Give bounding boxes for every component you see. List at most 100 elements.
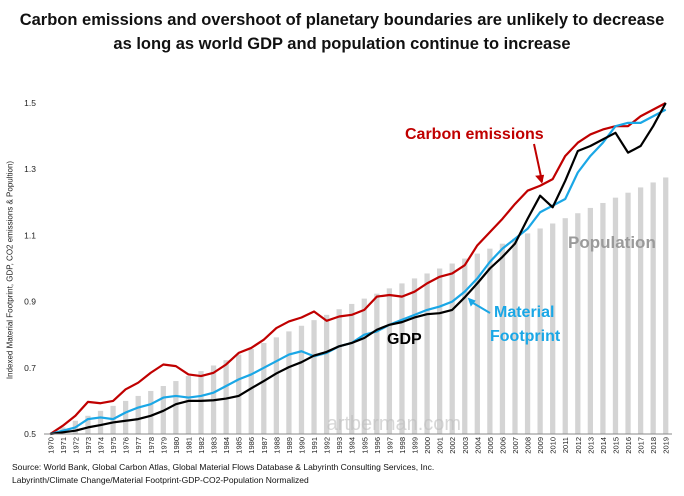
x-tick-label: 1984 xyxy=(222,437,231,454)
population-bar xyxy=(85,415,91,434)
x-tick-label: 1989 xyxy=(285,437,294,454)
population-bar xyxy=(399,283,405,434)
y-tick-label: 0.5 xyxy=(24,429,36,439)
x-tick-label: 1983 xyxy=(210,437,219,454)
population-bar xyxy=(248,348,254,434)
x-tick-label: 1982 xyxy=(197,437,206,454)
population-bar xyxy=(600,202,606,434)
x-tick-label: 1999 xyxy=(411,437,420,454)
chart-title-line-2: as long as world GDP and population cont… xyxy=(113,35,571,53)
x-tick-label: 1974 xyxy=(97,437,106,454)
population-bar xyxy=(562,218,568,434)
series-line-gdp xyxy=(50,102,667,436)
x-tick-label: 1978 xyxy=(147,437,156,454)
population-bar xyxy=(650,182,656,434)
watermark-text: artberman.com xyxy=(327,413,462,435)
x-tick-label: 1980 xyxy=(172,437,181,454)
x-tick-label: 2004 xyxy=(473,437,482,454)
x-tick-label: 1972 xyxy=(71,437,80,454)
population-bar xyxy=(512,238,518,434)
population-bar xyxy=(462,258,468,434)
x-tick-label: 2015 xyxy=(611,437,620,454)
population-bar xyxy=(449,263,455,434)
x-tick-label: 2014 xyxy=(599,437,608,454)
material-arrow-line xyxy=(470,300,491,314)
source-line-1: Source: World Bank, Global Carbon Atlas,… xyxy=(12,462,435,472)
carbon-arrow-head xyxy=(535,174,545,184)
y-tick-label: 1.3 xyxy=(24,164,36,174)
population-bar xyxy=(386,288,393,434)
x-tick-label: 1998 xyxy=(398,437,407,454)
population-bar xyxy=(411,278,418,434)
x-tick-label: 1993 xyxy=(335,437,344,454)
population-bar xyxy=(575,213,581,434)
annotation-population: Population xyxy=(568,233,656,252)
x-tick-label: 2003 xyxy=(461,437,470,454)
x-tick-label: 1976 xyxy=(122,437,131,454)
population-bar xyxy=(273,337,279,434)
x-tick-label: 1995 xyxy=(360,437,369,454)
population-bar xyxy=(487,248,493,434)
x-tick-label: 1979 xyxy=(159,437,168,454)
population-bar xyxy=(236,354,242,434)
population-bar xyxy=(499,243,506,434)
x-tick-label: 1971 xyxy=(59,437,68,454)
x-tick-label: 2002 xyxy=(448,437,457,454)
x-tick-label: 1981 xyxy=(184,437,193,454)
population-bar xyxy=(286,331,292,434)
population-bar xyxy=(361,298,367,434)
population-bar xyxy=(625,192,631,434)
x-tick-label: 1986 xyxy=(247,437,256,454)
population-bar xyxy=(663,177,669,434)
population-bar xyxy=(424,273,430,434)
y-tick-label: 0.9 xyxy=(24,297,36,307)
population-bar xyxy=(123,400,129,434)
x-tick-label: 1991 xyxy=(310,437,319,454)
annotation-footprint: Footprint xyxy=(490,328,561,345)
series-line-carbon-emissions xyxy=(49,102,667,435)
population-bar xyxy=(474,253,480,434)
x-tick-label: 2001 xyxy=(436,437,445,454)
population-bar xyxy=(185,376,192,434)
population-bar xyxy=(374,293,380,434)
population-bar xyxy=(550,223,556,434)
chart-title: Carbon emissions and overshoot of planet… xyxy=(0,8,684,56)
x-tick-label: 1973 xyxy=(84,437,93,454)
y-tick-label: 1.5 xyxy=(24,98,36,108)
population-bar xyxy=(311,320,317,434)
x-tick-label: 1977 xyxy=(134,437,143,454)
source-line-2: Labyrinth/Climate Change/Material Footpr… xyxy=(12,475,309,485)
x-tick-label: 2007 xyxy=(511,437,520,454)
x-tick-label: 1985 xyxy=(235,437,244,454)
population-bar xyxy=(637,187,644,434)
x-tick-label: 1992 xyxy=(323,437,332,454)
population-bar xyxy=(437,268,443,434)
x-tick-label: 2008 xyxy=(524,437,533,454)
x-tick-label: 2010 xyxy=(549,437,558,454)
series-line-material-footprint xyxy=(49,108,667,436)
x-tick-label: 2011 xyxy=(561,437,570,453)
x-tick-label: 1996 xyxy=(373,437,382,454)
x-tick-label: 2006 xyxy=(498,437,507,454)
x-tick-label: 1988 xyxy=(272,437,281,454)
x-tick-label: 2013 xyxy=(586,437,595,454)
x-tick-label: 1970 xyxy=(46,437,55,454)
population-bar xyxy=(349,303,355,434)
population-bar xyxy=(148,390,154,434)
chart-title-line-1: Carbon emissions and overshoot of planet… xyxy=(19,11,665,29)
y-tick-label: 0.7 xyxy=(24,363,36,373)
population-bar xyxy=(97,410,104,434)
x-tick-label: 1975 xyxy=(109,437,118,454)
x-tick-label: 1987 xyxy=(260,437,269,454)
population-bar xyxy=(173,381,179,434)
population-bar xyxy=(261,342,267,434)
x-tick-label: 2017 xyxy=(637,437,646,454)
population-bar xyxy=(537,228,543,434)
population-bar xyxy=(298,325,305,434)
population-bar xyxy=(135,395,141,434)
population-bar xyxy=(524,233,531,434)
x-tick-label: 2005 xyxy=(486,437,495,454)
population-bar xyxy=(612,197,619,434)
x-tick-label: 2000 xyxy=(423,437,432,454)
